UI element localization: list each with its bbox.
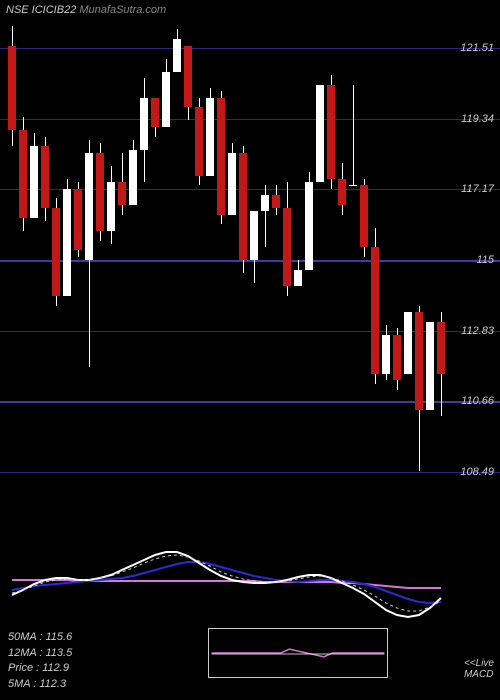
candle-body xyxy=(316,85,324,183)
candle-body xyxy=(382,335,390,374)
price-axis-label: 108.49 xyxy=(460,466,494,478)
candle-body xyxy=(63,189,71,296)
ma12-label: 12MA : 113.5 xyxy=(8,646,72,661)
candle-body xyxy=(19,130,27,218)
attribution-label: MunafaSutra.com xyxy=(79,4,166,16)
live-macd-label: <<Live MACD xyxy=(464,658,494,680)
candle-body xyxy=(437,322,445,374)
price-gridline xyxy=(0,401,500,403)
candle-body xyxy=(404,312,412,374)
oscillator-lines xyxy=(0,520,500,640)
candle-wick xyxy=(353,85,354,186)
moving-average-labels: 50MA : 115.6 12MA : 113.5 Price : 112.9 … xyxy=(8,630,72,692)
candle-body xyxy=(261,195,269,211)
price-axis-label: 121.51 xyxy=(460,42,494,54)
candlestick-chart: 121.51 119.34 117.17 115 112.83 110.66 108.49 xyxy=(0,0,500,520)
candle-body xyxy=(30,146,38,218)
candle-body xyxy=(162,72,170,127)
candle-body xyxy=(8,46,16,131)
macd-inset-line xyxy=(209,629,387,677)
candle-body xyxy=(415,312,423,410)
candle-body xyxy=(206,98,214,176)
candle-body xyxy=(283,208,291,286)
candle-body xyxy=(85,153,93,260)
candle-body xyxy=(195,107,203,175)
ma5-label: 5MA : 112.3 xyxy=(8,677,72,692)
candle-body xyxy=(96,153,104,231)
price-axis-label: 117.17 xyxy=(461,183,494,195)
candle-body xyxy=(393,335,401,381)
candle-body xyxy=(52,208,60,296)
candle-body xyxy=(239,153,247,260)
candle-body xyxy=(41,146,49,208)
candle-body xyxy=(360,185,368,247)
price-gridline xyxy=(0,48,500,49)
indicator-panel: 50MA : 115.6 12MA : 113.5 Price : 112.9 … xyxy=(0,520,500,700)
candle-body xyxy=(184,46,192,108)
candle-body xyxy=(217,98,225,215)
price-label: Price : 112.9 xyxy=(8,661,72,676)
candle-body xyxy=(272,195,280,208)
price-axis-label: 110.66 xyxy=(461,395,494,407)
chart-header: NSE ICICIB22 MunafaSutra.com xyxy=(6,4,166,16)
price-gridline xyxy=(0,260,500,262)
candle-body xyxy=(305,182,313,270)
ma50-label: 50MA : 115.6 xyxy=(8,630,72,645)
candle-body xyxy=(349,185,357,186)
macd-inset xyxy=(208,628,388,678)
candle-body xyxy=(371,247,379,374)
candle-body xyxy=(327,85,335,179)
macd-text: MACD xyxy=(464,669,494,680)
ticker-label: NSE ICICIB22 xyxy=(6,4,76,16)
candle-body xyxy=(129,150,137,205)
price-gridline xyxy=(0,119,500,120)
price-axis-label: 119.34 xyxy=(461,113,494,125)
candle-body xyxy=(140,98,148,150)
price-gridline xyxy=(0,472,500,473)
candle-body xyxy=(228,153,236,215)
candle-body xyxy=(151,98,159,127)
candle-body xyxy=(338,179,346,205)
price-axis-label: 112.83 xyxy=(461,325,494,337)
price-gridline xyxy=(0,331,500,332)
candle-body xyxy=(426,322,434,410)
candle-body xyxy=(173,39,181,72)
candle-body xyxy=(118,182,126,205)
candle-body xyxy=(107,182,115,231)
live-text: <<Live xyxy=(464,658,494,669)
candle-body xyxy=(74,189,82,251)
candle-body xyxy=(294,270,302,286)
price-axis-label: 115 xyxy=(476,254,494,266)
candle-body xyxy=(250,211,258,260)
